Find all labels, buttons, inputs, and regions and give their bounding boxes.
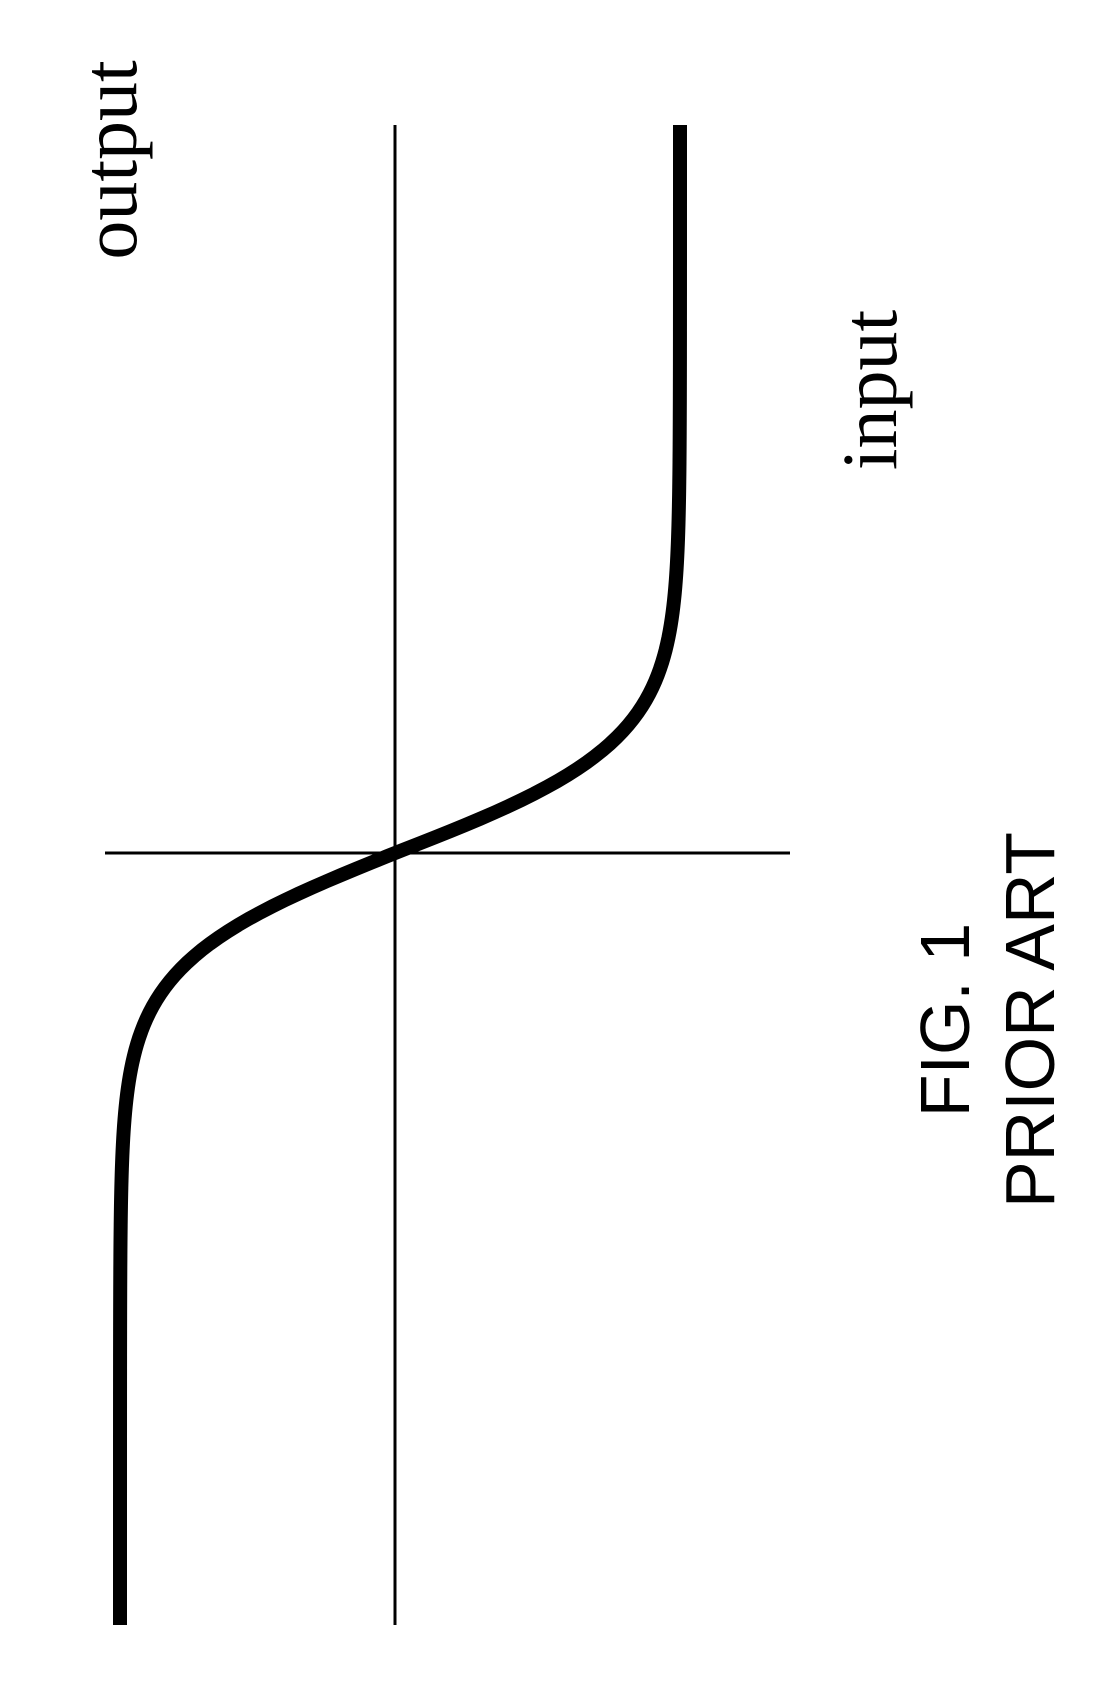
figure-caption-line-2: PRIOR ART [990,832,1070,1208]
transfer-curve-chart [0,0,1109,1706]
transfer-curve [120,125,680,1625]
x-axis-label: input [825,310,915,470]
figure-caption-line-1: FIG. 1 [905,923,985,1117]
y-axis-label: output [65,60,155,259]
figure-stage: output input FIG. 1 PRIOR ART [0,0,1109,1706]
